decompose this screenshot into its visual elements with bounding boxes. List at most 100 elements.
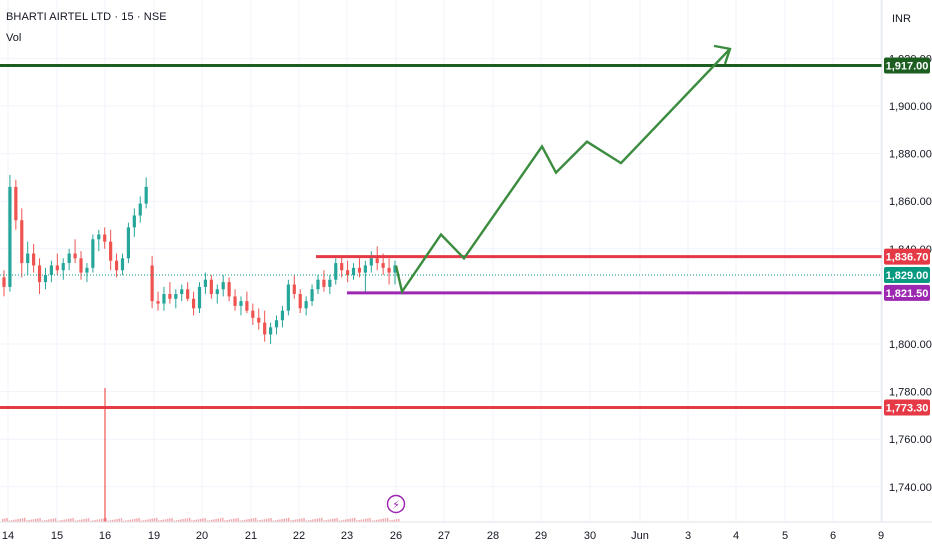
projection-arrowhead xyxy=(713,44,732,65)
candle-body xyxy=(369,258,373,266)
volume-bar xyxy=(109,520,112,522)
time-tick-label: 16 xyxy=(99,530,111,542)
volume-bar xyxy=(189,517,191,522)
volume-bar xyxy=(373,520,376,522)
volume-bar xyxy=(182,519,184,522)
candle-body xyxy=(168,294,172,299)
candle-body xyxy=(316,279,320,290)
volume-bar xyxy=(164,519,167,522)
candle-body xyxy=(346,270,350,275)
lightning-icon: ⚡ xyxy=(392,499,400,512)
volume-bar xyxy=(81,519,83,522)
time-tick-label: 3 xyxy=(685,530,691,542)
volume-bar xyxy=(226,520,228,522)
candle-body xyxy=(274,320,279,328)
volume-bar xyxy=(241,520,244,522)
volume-bar xyxy=(274,520,277,522)
volume-bar xyxy=(299,518,301,522)
candle-body xyxy=(351,267,356,275)
volume-bar xyxy=(255,517,257,522)
candle-body xyxy=(304,301,308,309)
volume-bar xyxy=(244,519,246,522)
volume-bar xyxy=(70,518,72,522)
candle-body xyxy=(239,301,243,306)
volume-bar xyxy=(283,518,285,522)
time-tick-label: 21 xyxy=(245,530,257,542)
volume-bar xyxy=(105,518,107,522)
volume-bar xyxy=(65,519,68,522)
volume-bar xyxy=(114,519,116,522)
volume-bar xyxy=(202,518,204,522)
candle-body xyxy=(73,253,77,259)
price-tag xyxy=(884,284,930,301)
candle-body xyxy=(150,265,154,302)
volume-bar xyxy=(162,519,164,522)
volume-bar xyxy=(362,519,365,522)
volume-bar xyxy=(307,520,310,522)
volume-bar xyxy=(19,518,21,522)
price-tick-label: 1,860.00 xyxy=(889,196,932,208)
candle-body xyxy=(292,284,296,295)
volume-bar xyxy=(195,519,197,522)
candle-body xyxy=(191,298,196,309)
volume-bar xyxy=(252,518,255,522)
candle-body xyxy=(20,220,24,264)
candle-body xyxy=(26,253,30,264)
volume-bar xyxy=(294,519,296,522)
volume-bar xyxy=(351,518,354,522)
volume-bar xyxy=(259,520,261,522)
volume-bar xyxy=(37,518,39,522)
volume-bar xyxy=(85,518,87,522)
candle-body xyxy=(322,279,326,287)
volume-bar xyxy=(314,519,316,522)
candle-body xyxy=(55,265,59,271)
candle-body xyxy=(174,294,178,299)
candle-body xyxy=(85,267,89,273)
price-tick-label: 1,880.00 xyxy=(889,149,932,161)
volume-bar xyxy=(208,520,211,522)
time-tick-label: 5 xyxy=(782,530,788,542)
volume-bar xyxy=(167,518,169,522)
price-tag-label: 1,917.00 xyxy=(886,61,929,73)
candle-body xyxy=(286,284,290,311)
volume-bar xyxy=(160,520,162,522)
volume-bar xyxy=(123,520,125,522)
volume-bar xyxy=(197,519,200,522)
volume-bar xyxy=(215,519,217,522)
volume-bar xyxy=(48,519,50,522)
volume-bar xyxy=(138,518,140,522)
candle-body xyxy=(328,279,332,287)
volume-bar xyxy=(365,518,367,522)
time-tick-label: 23 xyxy=(341,530,353,542)
price-tag-label: 1,836.70 xyxy=(886,252,929,264)
candle-body xyxy=(233,296,237,306)
time-tick-label: Jun xyxy=(631,530,649,542)
volume-bar xyxy=(376,519,378,522)
volume-bar xyxy=(68,518,70,522)
volume-bar xyxy=(35,518,37,522)
volume-bar xyxy=(303,518,305,522)
candle-body xyxy=(375,258,379,264)
time-tick-label: 19 xyxy=(148,530,160,542)
time-tick-label: 6 xyxy=(830,530,836,542)
currency-label[interactable]: INR xyxy=(892,13,911,25)
volume-bar xyxy=(149,519,151,522)
price-tick-label: 1,760.00 xyxy=(889,434,932,446)
symbol-title: BHARTI AIRTEL LTD · 15 · NSE xyxy=(6,11,167,23)
volume-bar xyxy=(151,518,153,522)
volume-bar xyxy=(39,518,41,522)
candle-body xyxy=(298,294,302,309)
volume-bar xyxy=(21,518,24,522)
volume-bar xyxy=(266,518,268,522)
time-axis-bg xyxy=(0,522,932,550)
volume-bar xyxy=(301,518,303,522)
volume-bar xyxy=(340,520,343,522)
candle-body xyxy=(126,227,131,259)
price-tick-label: 1,740.00 xyxy=(889,482,932,494)
volume-bar xyxy=(184,518,186,522)
volume-bar xyxy=(250,518,252,522)
candle-body xyxy=(2,277,6,287)
candle-body xyxy=(357,267,362,273)
